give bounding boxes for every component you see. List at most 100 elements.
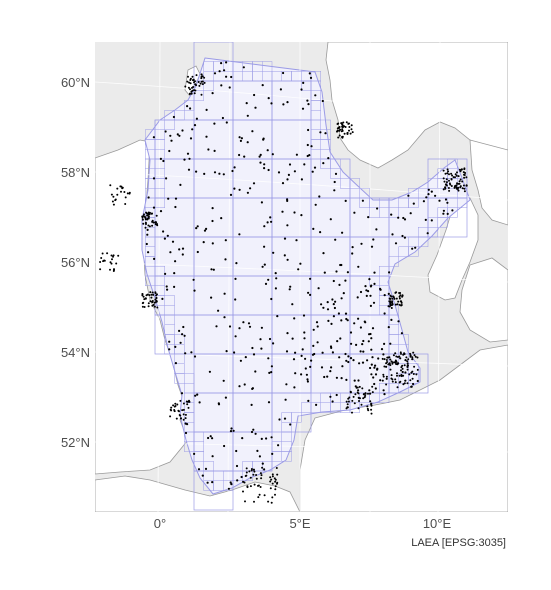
sample-point <box>398 297 401 300</box>
sample-point <box>340 263 343 267</box>
sample-point <box>270 365 273 368</box>
projection-label: LAEA [EPSG:3035] <box>411 537 506 549</box>
sample-point <box>301 348 304 351</box>
danish-islands <box>459 257 508 343</box>
sample-point <box>397 300 400 303</box>
sample-point <box>349 357 353 360</box>
sample-point <box>331 351 334 354</box>
sample-point <box>267 278 270 281</box>
sample-point <box>146 293 149 296</box>
sample-point <box>361 343 364 346</box>
sample-point <box>267 357 270 360</box>
sample-point <box>256 449 259 452</box>
sample-point <box>152 293 155 296</box>
sample-point <box>164 272 167 275</box>
sample-point <box>154 291 157 294</box>
sample-point <box>141 218 144 221</box>
sample-point <box>396 362 399 365</box>
sample-point <box>357 317 360 320</box>
sample-point <box>454 176 456 179</box>
sample-point <box>145 242 148 246</box>
sample-point <box>367 216 370 219</box>
sample-point <box>196 250 199 254</box>
sample-point <box>260 437 263 440</box>
sample-point <box>399 351 402 354</box>
sample-point <box>400 304 403 307</box>
sample-point <box>259 472 262 475</box>
sample-point <box>355 343 358 346</box>
sample-point <box>400 332 403 335</box>
sample-point <box>399 294 402 297</box>
sample-point <box>323 271 326 274</box>
sample-point <box>207 436 210 440</box>
sample-point <box>182 418 185 421</box>
sample-point <box>203 229 207 232</box>
sample-point <box>370 412 373 415</box>
sample-point <box>459 170 462 173</box>
sample-point <box>186 152 190 155</box>
sample-point <box>334 238 337 241</box>
sample-point <box>403 218 407 221</box>
sample-point <box>189 92 191 95</box>
sample-point <box>438 199 441 202</box>
sample-point <box>182 408 185 411</box>
sample-point <box>401 294 404 297</box>
sample-point <box>147 213 150 216</box>
sample-point <box>265 437 268 440</box>
sample-point <box>457 175 460 178</box>
sample-point <box>430 190 433 193</box>
sample-point <box>442 209 445 212</box>
sample-point <box>141 216 144 219</box>
sample-point <box>450 185 453 187</box>
sample-point <box>187 168 191 171</box>
sample-point <box>161 297 164 300</box>
sample-point <box>424 218 427 221</box>
sample-point <box>201 80 204 83</box>
sample-point <box>448 173 450 176</box>
sample-point <box>245 471 248 474</box>
sample-point <box>391 300 394 303</box>
sample-point <box>236 479 239 482</box>
sample-point <box>239 139 242 142</box>
sample-point <box>238 385 241 388</box>
sample-point <box>335 376 338 379</box>
sample-point <box>313 352 316 356</box>
sample-point <box>332 315 335 318</box>
sample-point <box>407 194 410 197</box>
sample-point <box>390 318 393 321</box>
sample-point <box>329 370 332 373</box>
sample-point <box>442 169 445 172</box>
sample-point <box>271 496 274 499</box>
sample-point <box>126 192 129 195</box>
sample-point <box>373 366 376 369</box>
sample-point <box>194 394 197 397</box>
sample-point <box>411 358 414 361</box>
grid-cells <box>145 42 468 511</box>
sample-point <box>347 355 350 358</box>
grid-cell-fine <box>193 90 204 101</box>
sample-point <box>201 83 204 86</box>
sample-point <box>230 427 233 430</box>
sample-point <box>261 265 264 268</box>
sample-point <box>198 84 201 87</box>
sample-point <box>163 237 166 240</box>
sample-point <box>193 92 196 95</box>
sample-point <box>383 312 386 315</box>
sample-point <box>229 430 233 433</box>
sample-point <box>165 285 168 288</box>
sample-point <box>396 372 398 375</box>
grid-cell-fine <box>379 392 390 403</box>
sample-point <box>365 289 368 292</box>
sample-point <box>291 303 294 306</box>
sample-point <box>398 381 401 384</box>
sample-point <box>173 410 176 413</box>
sample-point <box>427 193 430 196</box>
sample-point <box>350 124 353 127</box>
sample-point <box>255 474 258 476</box>
sample-point <box>156 306 159 309</box>
sample-point <box>396 374 398 377</box>
sample-point <box>257 484 260 487</box>
sample-point <box>271 452 274 455</box>
sample-point <box>196 393 199 396</box>
sample-point <box>465 184 468 187</box>
